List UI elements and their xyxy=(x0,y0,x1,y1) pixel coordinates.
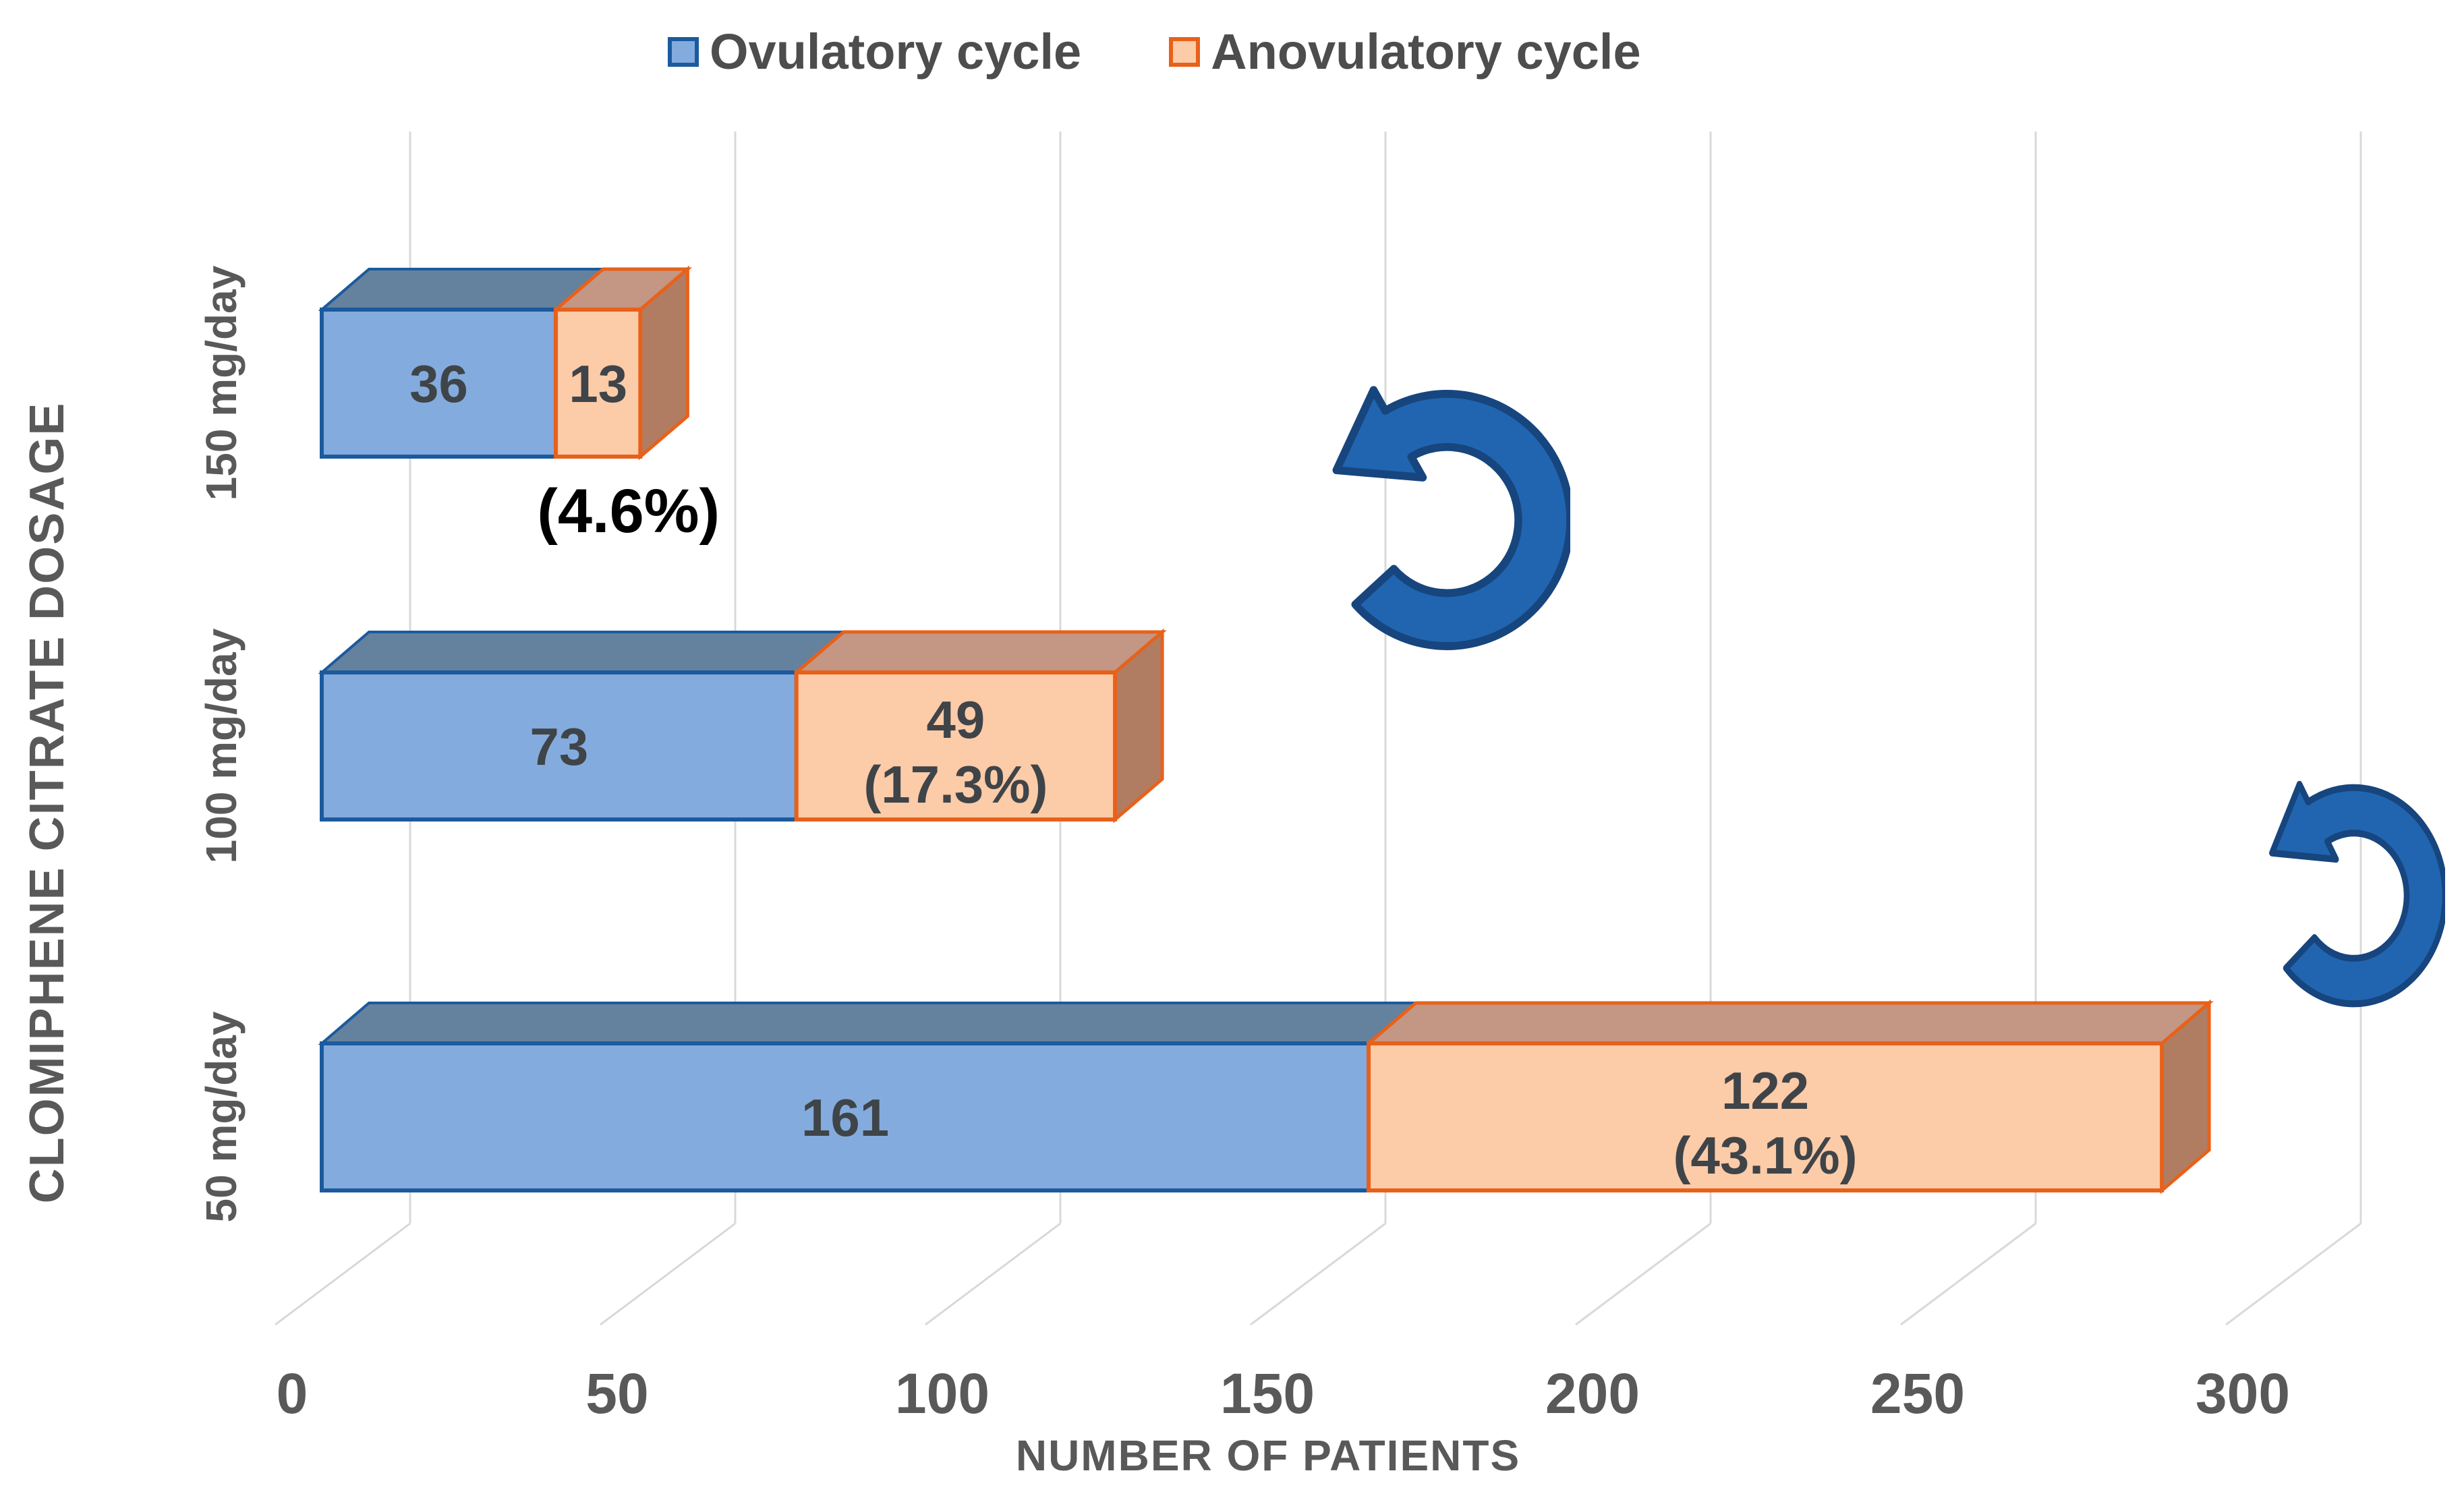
x-tick-label: 50 xyxy=(585,1362,648,1425)
x-tick-label: 200 xyxy=(1545,1362,1640,1425)
gridline-floor-tail xyxy=(925,1222,1061,1326)
x-axis-title: NUMBER OF PATIENTS xyxy=(1015,1431,1521,1480)
legend-item-ovulatory: Ovulatory cycle xyxy=(668,23,1081,80)
bar-value-anovulatory: 122 xyxy=(1721,1061,1809,1120)
x-tick-label: 250 xyxy=(1870,1362,1965,1425)
x-tick-label: 300 xyxy=(2196,1362,2290,1425)
bar-top-face-ovulatory xyxy=(318,631,848,674)
x-tick-label: 150 xyxy=(1220,1362,1315,1425)
legend: Ovulatory cycle Anovulatory cycle xyxy=(668,23,1641,80)
bar-segment-anovulatory xyxy=(794,670,1118,822)
gridline-floor-tail xyxy=(1900,1222,2036,1326)
bar-value-ovulatory: 73 xyxy=(529,717,588,776)
bar-segment-ovulatory xyxy=(320,670,799,822)
gridline-floor-tail xyxy=(2225,1222,2361,1326)
y-axis-category-label: 100 mg/day xyxy=(197,628,246,863)
y-axis-category-label: 50 mg/day xyxy=(197,1011,246,1222)
bar-top-face-ovulatory xyxy=(318,1002,1420,1045)
x-tick-label: 0 xyxy=(277,1362,308,1425)
x-tick-label: 100 xyxy=(895,1362,990,1425)
curved-arrow-icon xyxy=(2269,780,2445,1008)
bar-value-ovulatory: 161 xyxy=(801,1088,889,1147)
curved-arrow-icon xyxy=(1332,386,1570,650)
bar-segment-anovulatory xyxy=(554,308,643,459)
bar-value-ovulatory: 36 xyxy=(409,354,468,413)
bar-value-anovulatory: 49 xyxy=(927,690,985,749)
gridline-floor-tail xyxy=(275,1222,411,1326)
bar-top-face-anovulatory xyxy=(791,630,1167,674)
legend-item-anovulatory: Anovulatory cycle xyxy=(1169,23,1641,80)
bar-top-face-anovulatory xyxy=(1364,1001,2214,1045)
bar-value-anovulatory: 13 xyxy=(569,354,627,413)
legend-swatch-ovulatory-icon xyxy=(668,36,699,67)
bar-segment-anovulatory xyxy=(1367,1041,2165,1192)
bar-percent-anovulatory: (17.3%) xyxy=(863,755,1048,814)
bar-percent-anovulatory-note: (4.6%) xyxy=(537,477,720,546)
legend-swatch-anovulatory-icon xyxy=(1169,36,1201,67)
legend-label-anovulatory: Anovulatory cycle xyxy=(1211,24,1641,80)
legend-label-ovulatory: Ovulatory cycle xyxy=(710,24,1082,80)
gridline-floor-tail xyxy=(1250,1222,1386,1326)
gridline-floor-tail xyxy=(1575,1222,1711,1326)
bar-segment-ovulatory xyxy=(320,1041,1371,1192)
gridline-floor-tail xyxy=(600,1222,736,1326)
y-axis-category-label: 150 mg/day xyxy=(197,265,246,500)
bar-percent-anovulatory: (43.1%) xyxy=(1673,1126,1858,1185)
